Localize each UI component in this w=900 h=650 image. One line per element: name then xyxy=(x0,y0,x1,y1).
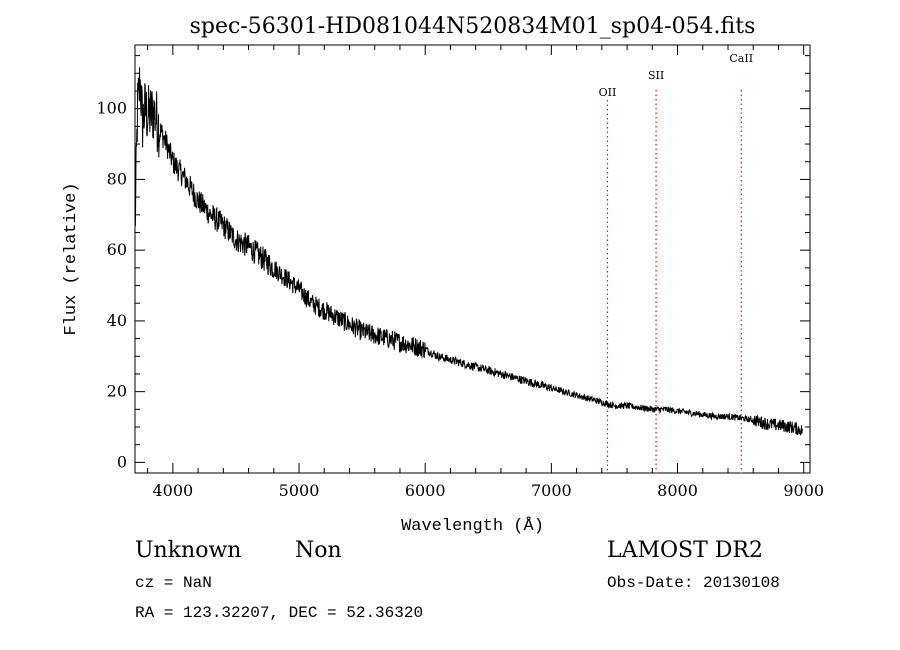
subclass-label: Non xyxy=(295,538,342,563)
x-axis-label: Wavelength (Å) xyxy=(401,517,544,536)
y-tick-label: 100 xyxy=(96,99,127,118)
x-tick-label: 5000 xyxy=(279,481,320,500)
x-tick-label: 4000 xyxy=(152,481,193,500)
plot-frame xyxy=(134,44,811,474)
y-tick-label: 40 xyxy=(107,311,127,330)
spectrum-line xyxy=(134,67,803,436)
object-class-label: Unknown xyxy=(135,538,242,563)
x-tick-label: 8000 xyxy=(657,481,698,500)
x-tick-label: 6000 xyxy=(405,481,446,500)
y-tick-label: 80 xyxy=(107,169,127,188)
cz-label: cz = NaN xyxy=(135,574,212,592)
y-tick-label: 60 xyxy=(107,240,127,259)
coordinates-label: RA = 123.32207, DEC = 52.36320 xyxy=(135,604,424,622)
y-tick-label: 0 xyxy=(117,452,127,471)
obs-date-label: Obs-Date: 20130108 xyxy=(607,574,780,592)
line-marker-label: SII xyxy=(648,69,664,82)
line-marker-label: OII xyxy=(599,86,617,99)
x-tick-label: 9000 xyxy=(783,481,824,500)
x-tick-label: 7000 xyxy=(531,481,572,500)
y-tick-label: 20 xyxy=(107,382,127,401)
y-axis-label: Flux (relative) xyxy=(62,182,81,335)
survey-label: LAMOST DR2 xyxy=(607,538,763,563)
chart-title: spec-56301-HD081044N520834M01_sp04-054.f… xyxy=(190,14,756,39)
line-marker-label: CaII xyxy=(729,52,753,65)
